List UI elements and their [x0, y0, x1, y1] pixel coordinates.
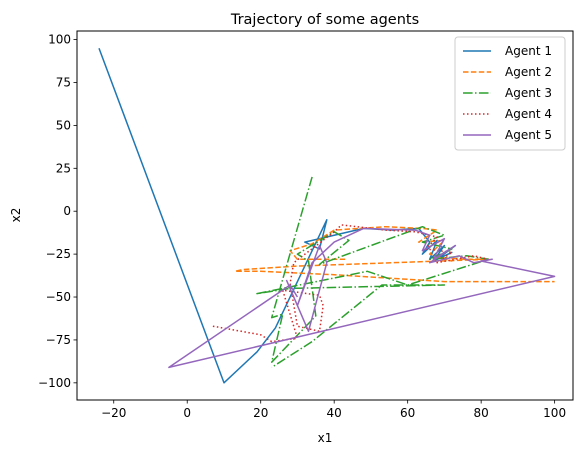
series-line-agent-3 [256, 176, 490, 369]
series-line-agent-4 [212, 224, 489, 343]
x-tick-label: 40 [327, 406, 342, 420]
y-tick-label: 75 [56, 75, 71, 89]
y-tick-label: −100 [38, 376, 71, 390]
x-tick-label: −20 [101, 406, 126, 420]
legend-label-agent-3: Agent 3 [505, 86, 552, 100]
plot-frame [76, 30, 574, 401]
y-tick-label: −25 [46, 247, 71, 261]
chart-title: Trajectory of some agents [230, 12, 419, 28]
x-tick-label: 20 [253, 406, 268, 420]
x-tick-label: 60 [400, 406, 415, 420]
x-tick-label: 0 [183, 406, 191, 420]
axis-ticks: −20 0 20 40 60 80 100 −100 −75 −50 −25 0 25 50 75 100 [38, 33, 566, 420]
y-tick-label: 0 [63, 204, 71, 218]
x-tick-label: 100 [543, 406, 566, 420]
y-tick-label: 50 [56, 118, 71, 132]
legend-label-agent-4: Agent 4 [505, 107, 552, 121]
legend-frame [454, 36, 566, 151]
x-tick-label: 80 [474, 406, 489, 420]
y-tick-label: −50 [46, 290, 71, 304]
series-layer [98, 47, 556, 384]
x-axis-label: x1 [318, 431, 333, 445]
legend-label-agent-5: Agent 5 [505, 128, 552, 142]
legend-label-agent-1: Agent 1 [505, 44, 552, 58]
y-tick-label: 100 [48, 33, 71, 47]
legend: Agent 1 Agent 2 Agent 3 Agent 4 Agent 5 [454, 36, 566, 151]
y-tick-label: 25 [56, 161, 71, 175]
legend-label-agent-2: Agent 2 [505, 65, 552, 79]
y-axis-label: x2 [9, 208, 23, 223]
y-tick-label: −75 [46, 333, 71, 347]
series-line-agent-5 [168, 227, 556, 369]
